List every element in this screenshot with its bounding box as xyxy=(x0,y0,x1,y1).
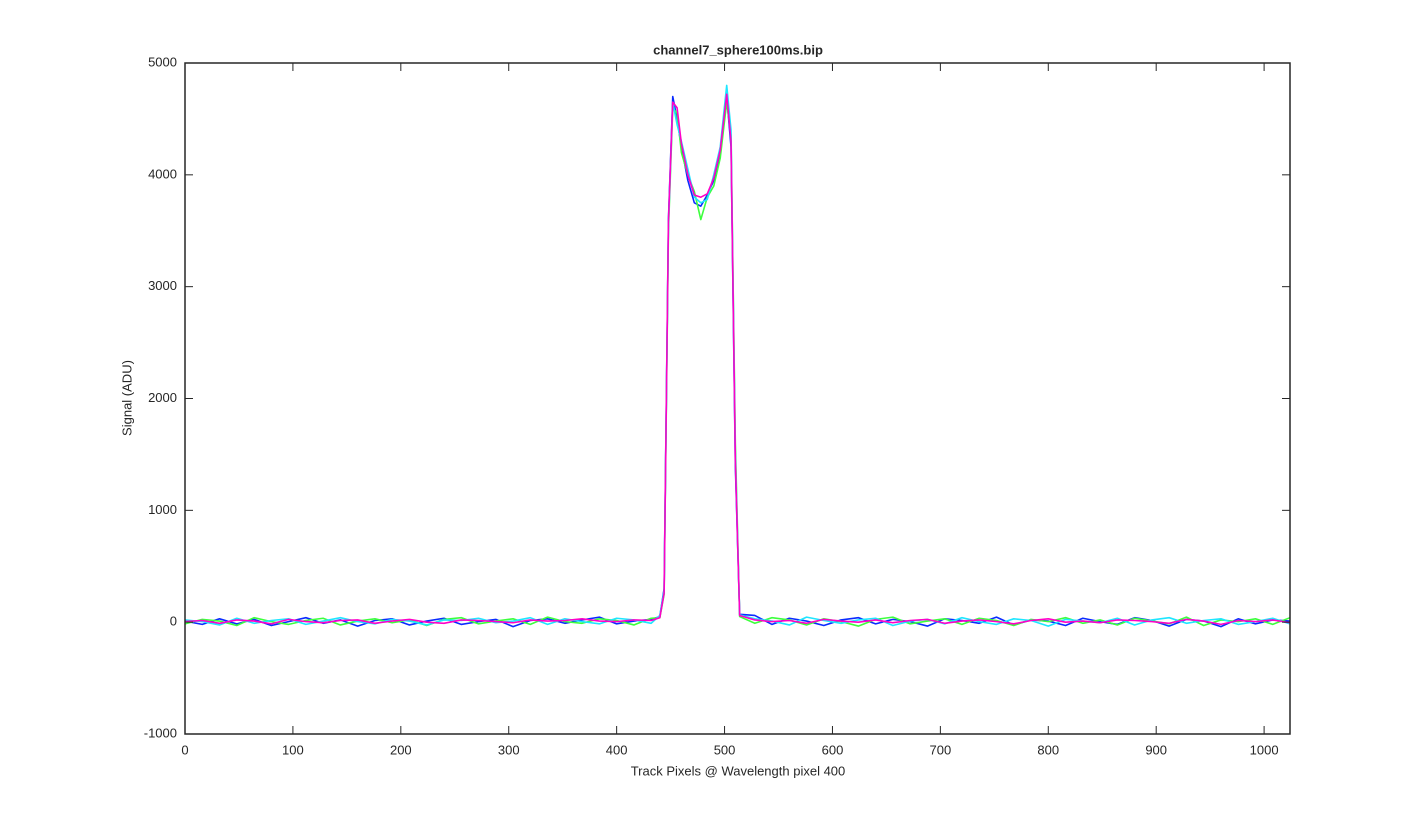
x-tick-label: 0 xyxy=(181,742,188,757)
y-tick-label: 5000 xyxy=(148,54,177,69)
x-tick-label: 600 xyxy=(822,742,844,757)
plot-frame xyxy=(184,62,1291,735)
y-tick-label: -1000 xyxy=(144,725,177,740)
x-tick-label: 500 xyxy=(714,742,736,757)
x-tick-label: 900 xyxy=(1145,742,1167,757)
y-tick-label: 2000 xyxy=(148,390,177,405)
y-tick-label: 3000 xyxy=(148,278,177,293)
x-tick-label: 300 xyxy=(498,742,520,757)
y-axis-label: Signal (ADU) xyxy=(119,360,134,436)
y-tick-label: 4000 xyxy=(148,166,177,181)
y-tick-label: 1000 xyxy=(148,502,177,517)
data-line xyxy=(184,93,1291,626)
x-tick-label: 800 xyxy=(1037,742,1059,757)
x-tick-label: 400 xyxy=(606,742,628,757)
chart-title: channel7_sphere100ms.bip xyxy=(653,42,823,57)
x-tick-label: 100 xyxy=(282,742,304,757)
x-tick-label: 700 xyxy=(930,742,952,757)
x-tick-label: 200 xyxy=(390,742,412,757)
x-axis-label: Track Pixels @ Wavelength pixel 400 xyxy=(631,763,846,778)
y-tick-label: 0 xyxy=(170,614,177,629)
x-tick-label: 1000 xyxy=(1250,742,1279,757)
